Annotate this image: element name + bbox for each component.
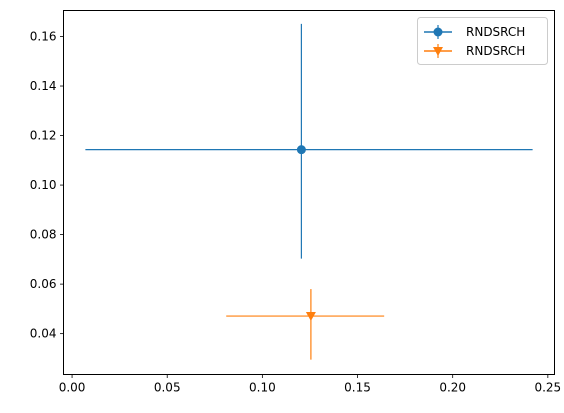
legend-label: RNDSRCH [466,44,525,58]
legend-marker [433,47,443,56]
data-point [305,312,316,322]
x-tick-label: 0.00 [59,381,86,395]
data-point [296,145,306,155]
y-tick-label: 0.10 [30,178,57,192]
y-tick-label: 0.08 [30,228,57,242]
x-tick-label: 0.10 [249,381,276,395]
y-axis: 0.04 0.06 0.08 0.10 0.12 0.14 0.16 [30,30,64,341]
series-1 [85,23,533,259]
x-axis: 0.00 0.05 0.10 0.15 0.20 0.25 [59,374,561,395]
legend-marker [433,27,443,37]
y-tick-label: 0.14 [30,79,57,93]
plot-frame [63,10,555,375]
y-tick-label: 0.04 [30,327,57,341]
x-tick-label: 0.15 [344,381,371,395]
series-2 [226,289,385,360]
y-tick-label: 0.06 [30,277,57,291]
plot-marks [85,23,533,360]
legend-entry: RNDSRCH [424,25,525,39]
legend-label: RNDSRCH [466,25,525,39]
x-tick-label: 0.20 [439,381,466,395]
x-tick-label: 0.25 [534,381,561,395]
legend: RNDSRCH RNDSRCH [417,17,548,65]
legend-box [417,17,548,65]
legend-entry: RNDSRCH [424,44,525,58]
x-tick-label: 0.05 [154,381,181,395]
y-tick-label: 0.12 [30,129,57,143]
y-tick-label: 0.16 [30,30,57,44]
